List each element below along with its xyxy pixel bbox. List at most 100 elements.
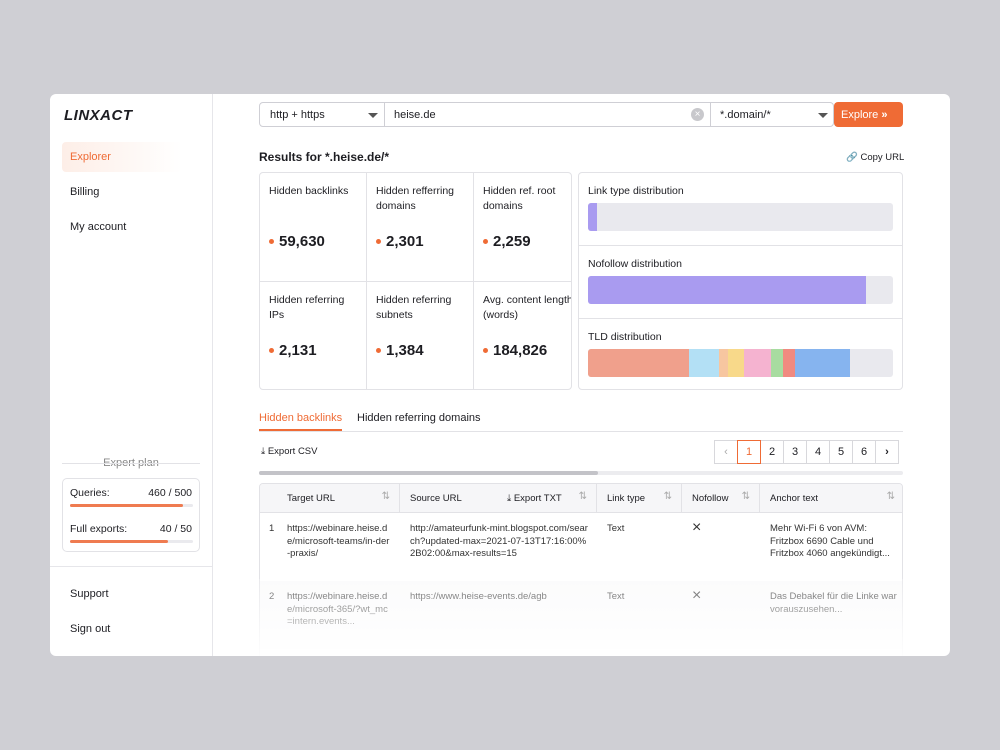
target-url: https://webinare.heise.de/microsoft-team… (287, 523, 390, 559)
distribution-title: Nofollow distribution (588, 258, 682, 270)
distributions: Link type distribution Nofollow distribut… (578, 172, 903, 390)
distribution-segment (728, 349, 744, 377)
export-txt-label: Export TXT (513, 493, 562, 504)
plan-label: Queries: (70, 487, 110, 499)
nav-item[interactable]: Explorer (62, 142, 182, 172)
footer-nav-item[interactable]: Sign out (70, 623, 111, 635)
distribution-segment (588, 349, 689, 377)
distribution-segment (795, 349, 851, 377)
page-button[interactable]: 5 (829, 440, 853, 464)
chevrons: » (881, 109, 888, 121)
distribution-title: Link type distribution (588, 185, 684, 197)
metric-cell: Hidden referring subnets 1,384 (367, 282, 474, 389)
metric-dot (269, 239, 274, 244)
source-url: http://amateurfunk-mint.blogspot.com/sea… (410, 523, 588, 559)
distribution-row: TLD distribution (579, 319, 902, 389)
metric-dot (483, 348, 488, 353)
sort-icon[interactable]: ⇅ (578, 491, 587, 502)
tab-rule (259, 431, 903, 432)
metric-label: Hidden ref. root domains (483, 185, 556, 212)
next-page[interactable]: › (875, 440, 899, 464)
explore-button[interactable]: Explore » (834, 102, 903, 127)
sort-icon[interactable]: ⇅ (741, 491, 750, 502)
column-title: Anchor text (770, 493, 819, 504)
distribution-title: TLD distribution (588, 331, 662, 343)
distribution-segment (719, 349, 729, 377)
scroll-track (259, 471, 903, 475)
logo: LINXACT (64, 107, 133, 124)
page-button[interactable]: 2 (760, 440, 784, 464)
usage-track (70, 504, 193, 507)
distribution-segment (783, 349, 796, 377)
distribution-track (588, 203, 893, 231)
tab[interactable]: Hidden backlinks (259, 412, 343, 431)
distribution-segment (588, 276, 866, 304)
column-title: Source URL (410, 493, 462, 504)
page-button[interactable]: 1 (737, 440, 761, 464)
link-type: Text (607, 523, 625, 534)
export-csv[interactable]: ⤓ Export CSV (261, 446, 318, 457)
metric-value: 59,630 (279, 233, 325, 250)
scroll-thumb[interactable] (259, 471, 598, 475)
prev-page[interactable]: ‹ (714, 440, 738, 464)
sep (384, 103, 385, 126)
sidebar-divider (212, 94, 213, 656)
metric-label: Hidden referring subnets (376, 294, 452, 321)
column-header: Target URL ⇅ (260, 484, 400, 513)
metric-label: Hidden referring IPs (269, 294, 345, 321)
sort-icon[interactable]: ⇅ (663, 491, 672, 502)
metrics-grid: Hidden backlinks 59,630 Hidden refferring … (259, 172, 572, 390)
results-title: Results for *.heise.de/* (259, 150, 390, 164)
caret (818, 113, 828, 123)
clear-icon[interactable]: × (691, 108, 704, 121)
metric-cell: Hidden backlinks 59,630 (260, 173, 367, 282)
nav-item[interactable]: Billing (70, 186, 100, 198)
button-label: Explore (841, 109, 879, 121)
metric-value: 184,826 (493, 342, 548, 359)
tab[interactable]: Hidden referring domains (357, 412, 481, 424)
table-row: 1 https://webinare.heise.de/microsoft-tea… (260, 513, 902, 581)
metric-value: 2,131 (279, 342, 317, 359)
page-button[interactable]: 3 (783, 440, 807, 464)
sep (710, 103, 711, 126)
column-header: Nofollow ⇅ (682, 484, 760, 513)
query-input[interactable]: heise.de (394, 109, 436, 121)
plan-value: 40 / 50 (159, 523, 192, 535)
export-txt[interactable]: ⤓ Export TXT (507, 493, 562, 504)
distribution-row: Link type distribution (579, 173, 902, 246)
distribution-segment (588, 203, 598, 231)
copy-url[interactable]: 🔗 Copy URL (846, 152, 905, 163)
page-button[interactable]: 6 (852, 440, 876, 464)
protocol-select[interactable]: http + https (270, 109, 325, 121)
usage-bar (70, 504, 184, 507)
metric-cell: Hidden referring IPs 2,131 (260, 282, 367, 389)
column-title: Target URL (287, 493, 336, 504)
metric-label: Hidden backlinks (269, 185, 349, 197)
column-header: Anchor text ⇅ (760, 484, 902, 513)
metric-value: 2,301 (386, 233, 424, 250)
footer-nav-item[interactable]: Support (70, 588, 109, 600)
metric-dot (269, 348, 274, 353)
row-index: 1 (269, 523, 275, 534)
sort-icon[interactable]: ⇅ (381, 491, 390, 502)
app-window: LINXACT Expert plan Queries: 460 / 500 Ful… (50, 94, 950, 656)
distribution-track (588, 349, 893, 377)
sort-icon[interactable]: ⇅ (886, 491, 895, 502)
scope-select[interactable]: *.domain/* (720, 109, 771, 121)
usage-track (70, 540, 193, 543)
rule (62, 463, 200, 464)
distribution-segment (770, 349, 784, 377)
metric-dot (483, 239, 488, 244)
distribution-segment (688, 349, 720, 377)
metric-label: Hidden refferring domains (376, 185, 455, 212)
distribution-track (588, 276, 893, 304)
nofollow-icon: × (692, 519, 702, 536)
page-button[interactable]: 4 (806, 440, 830, 464)
nav-item[interactable]: My account (70, 221, 127, 233)
plan-label: Full exports: (70, 523, 128, 535)
metric-dot (376, 239, 381, 244)
column-header: Link type ⇅ (597, 484, 682, 513)
caret (368, 113, 378, 123)
plan-box: Queries: 460 / 500 Full exports: 40 / 50 (62, 478, 200, 552)
